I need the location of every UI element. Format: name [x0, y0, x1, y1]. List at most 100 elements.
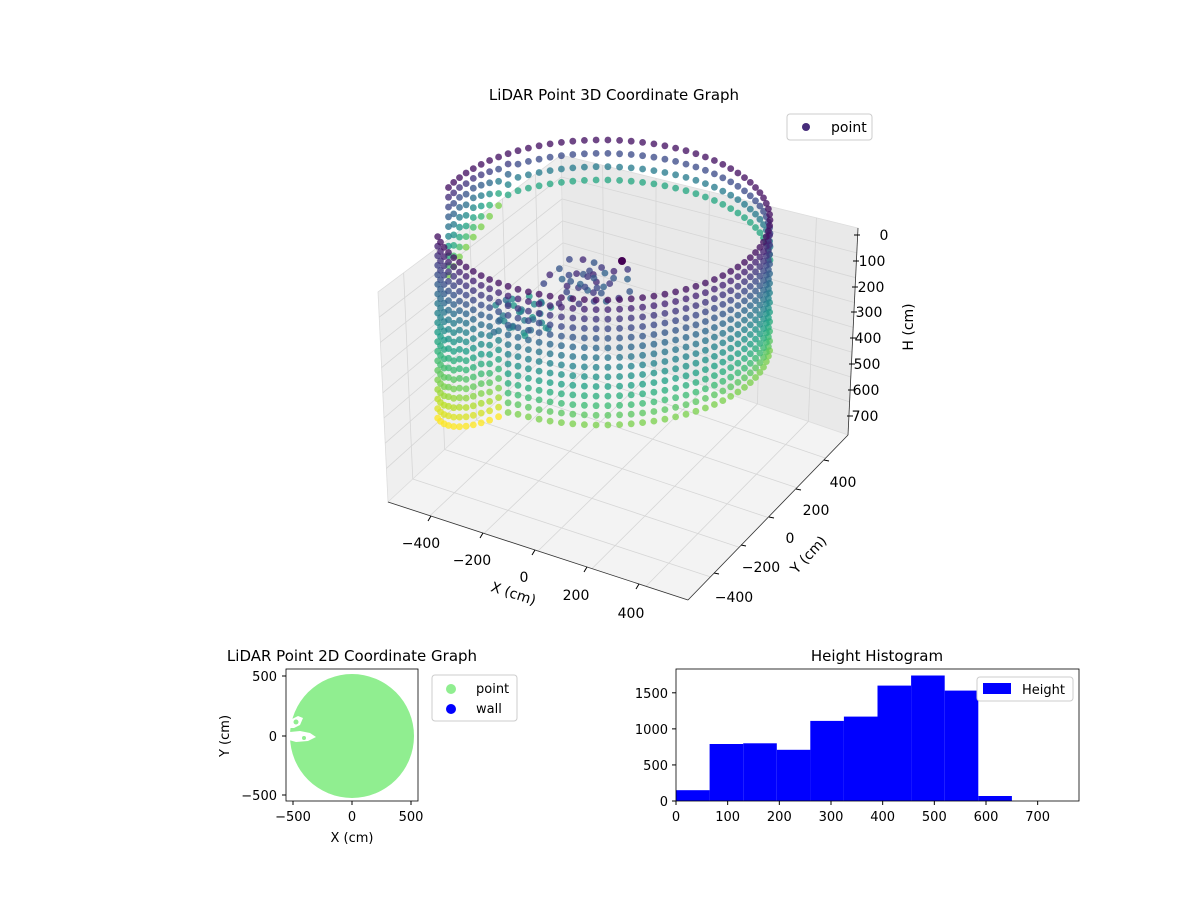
lidar-point [469, 268, 477, 275]
lidar-point [661, 290, 669, 298]
lidar-point [450, 231, 458, 239]
lidar-point [546, 180, 554, 188]
lidar-point [682, 314, 690, 322]
lidar-point [639, 294, 646, 301]
lidar-point [627, 164, 635, 172]
lidar-point [766, 222, 773, 230]
lidar-point [627, 391, 635, 399]
lidar-point [456, 365, 463, 373]
lidar-point [661, 358, 669, 365]
lidar-point [682, 353, 690, 360]
lidar-point [604, 176, 612, 184]
lidar-point [456, 375, 463, 382]
y2d-tick-label: 500 [252, 670, 277, 685]
lidar-point [682, 324, 690, 332]
x3d-tick-label: 200 [563, 588, 590, 604]
lidar-point [546, 331, 554, 338]
lidar-point [711, 372, 718, 379]
hist-x-tick-label: 0 [672, 810, 680, 825]
lidar-point [504, 181, 512, 189]
lidar-point [565, 271, 573, 279]
lidar-point [734, 282, 742, 290]
x2d-tick-label: 0 [348, 810, 356, 825]
hist-legend: Height [976, 676, 1074, 702]
lidar-point [462, 282, 470, 290]
grid-line [508, 390, 797, 489]
lidar-point [504, 321, 512, 329]
lidar-3d-plot: LiDAR Point 3D Coordinate Graph −400 −20… [377, 86, 917, 622]
lidar-point [445, 306, 452, 314]
lidar-point [462, 273, 470, 280]
lidar-point [535, 182, 543, 190]
lidar-point [616, 382, 623, 390]
lidar-point [450, 319, 458, 327]
lidar-point [661, 155, 669, 163]
lidar-point [456, 317, 463, 324]
lidar-point [616, 334, 623, 342]
lidar-point [616, 353, 623, 361]
lidar-point [462, 413, 470, 421]
lidar-point [692, 302, 700, 309]
lidar-point [627, 324, 635, 331]
lidar-point [450, 310, 458, 318]
y3d-tick-mark [823, 459, 830, 462]
lidar-point [525, 184, 532, 192]
lidar-point [462, 422, 470, 430]
lidar-point [756, 340, 764, 347]
lidar-point [525, 355, 532, 363]
lidar-point [450, 179, 458, 186]
lidar-point [639, 139, 646, 146]
lidar-point [456, 336, 463, 344]
lidar-point [486, 351, 493, 358]
lidar-point [692, 163, 700, 171]
lidar-point [514, 391, 522, 399]
lidar-point [727, 205, 735, 213]
lidar-point [486, 212, 493, 220]
lidar-point [682, 295, 690, 303]
hist-x-tick-label: 600 [974, 810, 999, 825]
lidar-point [661, 386, 669, 394]
lidar-point [445, 354, 452, 362]
lidar-point [592, 402, 600, 410]
lidar-point [445, 297, 452, 304]
lidar-point [477, 380, 485, 387]
plot3d-y-ticks: 400 200 0 −200 −400 Y (cm) [713, 459, 856, 606]
lidar-point [766, 211, 773, 218]
plot3d-legend-marker [802, 123, 810, 131]
lidar-point [627, 420, 635, 428]
lidar-point [734, 388, 742, 396]
lidar-point [462, 319, 470, 327]
lidar-point [639, 419, 646, 426]
lidar-point [456, 259, 463, 266]
lidar-point [535, 310, 543, 317]
lidar-point [477, 340, 485, 348]
lidar-point [469, 373, 477, 381]
lidar-point [504, 282, 512, 290]
hist-x-tick-label: 100 [715, 810, 740, 825]
lidar-point [627, 353, 635, 360]
lidar-point [692, 311, 700, 319]
lidar-point [469, 204, 477, 212]
lidar-point [604, 421, 612, 429]
lidar-point [672, 413, 679, 421]
z3d-axis-label: H (cm) [901, 303, 917, 350]
hist-bar [676, 790, 710, 801]
lidar-point [462, 338, 470, 346]
lidar-point [639, 165, 646, 173]
lidar-point [616, 305, 623, 313]
lidar-point [593, 284, 601, 292]
lidar-point [627, 151, 635, 158]
lidar-point [692, 407, 700, 415]
lidar-point [540, 280, 548, 287]
lidar-point [719, 310, 727, 318]
lidar-point [567, 278, 575, 285]
lidar-point [504, 292, 512, 300]
lidar-point [581, 401, 588, 409]
lidar-point [604, 335, 612, 342]
lidar-point [741, 200, 748, 208]
lidar-point [558, 323, 565, 330]
lidar-point [672, 346, 679, 353]
x3d-tick-label: −200 [453, 553, 491, 569]
lidar-point [627, 177, 635, 185]
lidar-point [495, 365, 502, 373]
